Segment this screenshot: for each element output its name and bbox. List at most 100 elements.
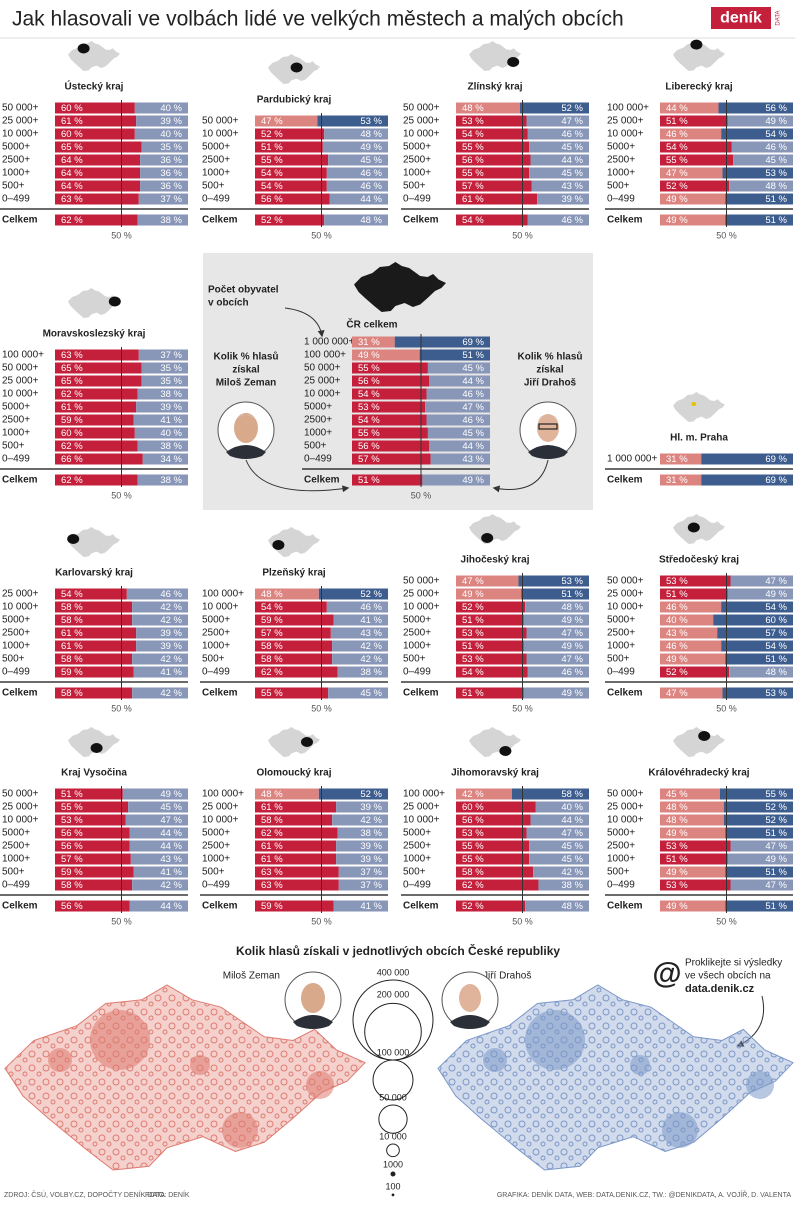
size-legend-label: 100 000 (377, 1047, 410, 1057)
bar-segment (142, 453, 188, 465)
value-label: 65 % (61, 142, 83, 153)
value-label: 44 % (160, 828, 182, 839)
value-label: 55 % (666, 155, 688, 166)
value-label: 48 % (765, 181, 787, 192)
bar-segment (255, 588, 319, 600)
value-label: 47 % (462, 402, 484, 413)
bar-segment (55, 827, 130, 839)
category-label: 0–499 (607, 194, 635, 205)
category-label: 25 000+ (304, 376, 341, 387)
bar-segment (352, 336, 395, 348)
value-label: 58 % (61, 880, 83, 891)
x-tick-label: 50 % (311, 230, 332, 240)
bar-segment (140, 180, 188, 192)
region-title: Pardubický kraj (257, 95, 332, 106)
bar-segment (141, 375, 188, 387)
right-name: Jiří Drahoš (483, 971, 531, 982)
bar-segment (660, 128, 722, 140)
bar-segment (336, 801, 388, 813)
value-label: 61 % (61, 628, 83, 639)
value-label: 54 % (765, 129, 787, 140)
bar-segment (660, 653, 726, 665)
category-label: 5000+ (403, 142, 431, 153)
category-label: 0–499 (304, 454, 332, 465)
bar-segment (530, 154, 589, 166)
bar-segment (55, 879, 133, 891)
value-label: 56 % (261, 194, 283, 205)
bar-segment (255, 167, 327, 179)
category-label: 500+ (2, 181, 25, 192)
category-label: 2500+ (2, 415, 30, 426)
bar-segment (255, 788, 319, 800)
value-label: 46 % (360, 181, 382, 192)
bottom-title: Kolik hlasů získali v jednotlivých obcíc… (236, 943, 560, 958)
value-label: 56 % (358, 376, 380, 387)
bar-segment (660, 853, 728, 865)
bar-segment (136, 640, 188, 652)
category-label: 50 000+ (2, 789, 39, 800)
value-label: 49 % (666, 901, 688, 912)
value-label: 45 % (561, 854, 583, 865)
bar-segment (55, 349, 139, 361)
bar-segment (55, 128, 135, 140)
value-label: 58 % (261, 654, 283, 665)
value-label: 53 % (61, 815, 83, 826)
value-label: 36 % (160, 168, 182, 179)
value-label: 51 % (765, 867, 787, 878)
category-label: 0–499 (2, 194, 30, 205)
value-label: 37 % (160, 350, 182, 361)
value-label: 44 % (561, 155, 583, 166)
value-label: 47 % (561, 628, 583, 639)
value-label: 65 % (61, 363, 83, 374)
brand-sub: DATA (776, 10, 782, 25)
value-label: 44 % (666, 103, 688, 114)
bar-segment (660, 687, 723, 699)
category-label: 25 000+ (2, 589, 39, 600)
value-label: 59 % (261, 615, 283, 626)
category-label: 50 000+ (403, 103, 440, 114)
value-label: 41 % (360, 901, 382, 912)
value-label: 61 % (261, 802, 283, 813)
bar-segment (725, 214, 793, 226)
value-label: 39 % (160, 628, 182, 639)
bar-segment (132, 687, 188, 699)
value-label: 61 % (261, 841, 283, 852)
bar-segment (55, 666, 134, 678)
value-label: 36 % (160, 181, 182, 192)
bar-segment (527, 214, 589, 226)
value-label: 61 % (61, 116, 83, 127)
mini-map-region (272, 540, 285, 550)
bar-segment (55, 102, 135, 114)
photo-credit: FOTO: DENÍK (145, 1190, 190, 1199)
value-label: 54 % (765, 641, 787, 652)
value-label: 47 % (561, 654, 583, 665)
bar-segment (129, 827, 188, 839)
region-title: Ústecký kraj (65, 80, 124, 93)
category-label: 0–499 (2, 454, 30, 465)
bar-segment (394, 336, 490, 348)
value-label: 55 % (358, 428, 380, 439)
bar-segment (725, 827, 793, 839)
value-label: 58 % (261, 641, 283, 652)
value-label: 51 % (765, 654, 787, 665)
bar-segment (538, 879, 589, 891)
category-label: 2500+ (202, 841, 230, 852)
mini-map-region (499, 746, 512, 756)
category-label: 100 000+ (304, 350, 346, 361)
bar-segment (456, 141, 530, 153)
value-label: 54 % (358, 389, 380, 400)
category-label: 0–499 (403, 880, 431, 891)
size-legend-label: 100 (385, 1181, 400, 1191)
category-label: 5000+ (202, 828, 230, 839)
bar-segment (255, 687, 329, 699)
value-label: 42 % (160, 615, 182, 626)
x-tick-label: 50 % (111, 916, 132, 926)
bar-segment (426, 414, 490, 426)
bar-segment (660, 614, 714, 626)
bar-segment (333, 900, 388, 912)
total-label: Celkem (2, 215, 38, 226)
category-label: 5000+ (607, 615, 635, 626)
link-url[interactable]: data.denik.cz (685, 983, 755, 995)
mini-map (268, 727, 320, 757)
category-label: 1000+ (403, 854, 431, 865)
